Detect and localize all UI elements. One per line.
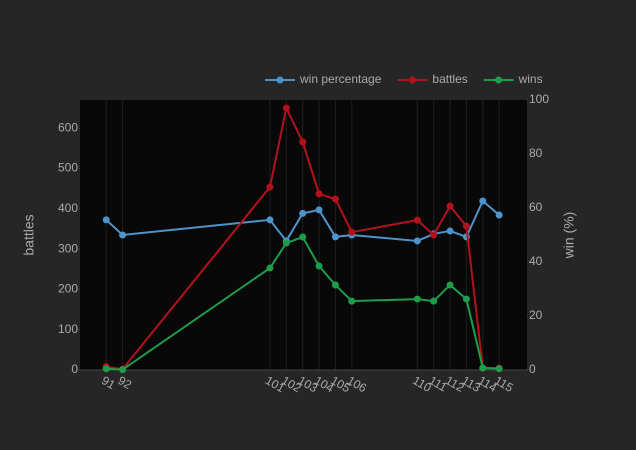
data-point	[331, 281, 339, 289]
y-tick-label: 400	[58, 201, 78, 215]
data-point	[119, 366, 127, 374]
y-tick-label: 300	[58, 241, 78, 255]
data-point	[266, 216, 274, 224]
y2-tick-label: 20	[529, 308, 543, 322]
series-line	[106, 104, 500, 371]
y2-axis-title: win (%)	[561, 212, 577, 260]
data-point	[299, 209, 307, 217]
data-point	[462, 222, 470, 230]
series-line	[106, 235, 500, 371]
data-point	[282, 104, 290, 112]
data-point	[495, 365, 503, 373]
data-point	[315, 190, 323, 198]
data-point	[331, 233, 339, 241]
data-point	[266, 264, 274, 272]
data-point	[495, 211, 503, 219]
data-point	[413, 295, 421, 303]
x-tick-label: 92	[115, 373, 134, 392]
data-point	[299, 233, 307, 241]
legend-label: wins	[518, 72, 543, 86]
y-tick-label: 500	[58, 161, 78, 175]
data-point	[430, 231, 438, 239]
legend-marker	[495, 76, 503, 84]
data-point	[315, 262, 323, 270]
data-point	[446, 281, 454, 289]
data-point	[331, 195, 339, 203]
y-tick-label: 100	[58, 322, 78, 336]
y2-tick-label: 100	[529, 92, 549, 106]
data-point	[348, 228, 356, 236]
y2-tick-label: 80	[529, 146, 543, 160]
y-tick-label: 0	[71, 362, 78, 376]
legend-label: win percentage	[299, 72, 382, 86]
y-tick-label: 600	[58, 120, 78, 134]
y2-tick-label: 60	[529, 200, 543, 214]
data-point	[462, 295, 470, 303]
data-point	[119, 231, 127, 239]
data-point	[315, 206, 323, 214]
data-point	[102, 216, 110, 224]
data-point	[102, 365, 110, 373]
legend-label: battles	[432, 72, 467, 86]
legend-marker	[408, 76, 416, 84]
data-point	[479, 364, 487, 372]
data-point	[479, 197, 487, 205]
data-point	[299, 138, 307, 146]
data-point	[446, 227, 454, 235]
data-point	[348, 297, 356, 305]
data-point	[413, 237, 421, 245]
data-point	[282, 239, 290, 247]
y-axis-title: battles	[21, 214, 37, 255]
y2-tick-label: 40	[529, 254, 543, 268]
data-point	[266, 183, 274, 191]
legend-marker	[276, 76, 284, 84]
data-point	[413, 216, 421, 224]
y2-tick-label: 0	[529, 362, 536, 376]
y-tick-label: 200	[58, 282, 78, 296]
data-point	[430, 297, 438, 305]
data-point	[446, 202, 454, 210]
x-tick-label: 91	[99, 373, 118, 392]
